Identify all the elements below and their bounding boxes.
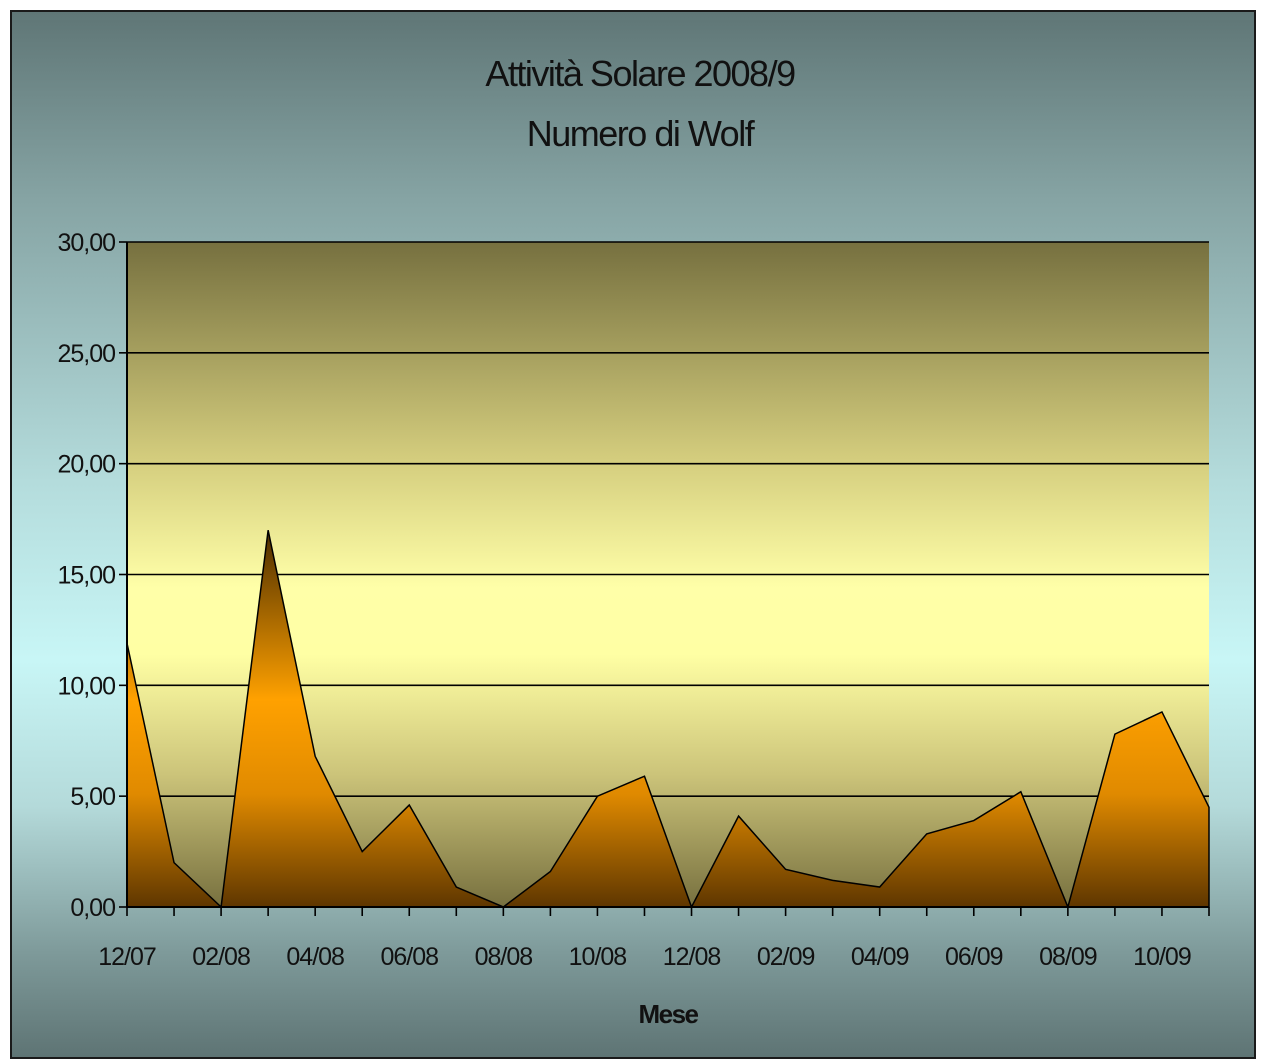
x-tick-label: 12/07 [98, 943, 156, 971]
x-tick-label: 08/08 [475, 943, 533, 971]
x-tick-label: 04/09 [851, 943, 909, 971]
y-tick-label: 0,00 [70, 894, 115, 922]
x-tick-label: 10/09 [1133, 943, 1191, 971]
y-tick-label: 5,00 [70, 783, 115, 811]
y-tick-label: 25,00 [57, 340, 115, 368]
chart-subtitle: Numero di Wolf [527, 113, 756, 154]
x-tick-label: 06/08 [380, 943, 438, 971]
x-tick-label: 02/08 [192, 943, 250, 971]
y-tick-label: 20,00 [57, 451, 115, 479]
chart-title: Attività Solare 2008/9 [485, 53, 795, 94]
y-tick-label: 30,00 [57, 229, 115, 257]
gridlines [127, 241, 1209, 797]
y-tick-label: 10,00 [57, 672, 115, 700]
x-axis-ticks: 12/07 02/08 04/08 06/08 08/08 10/08 12/08 02/09… [98, 907, 1210, 971]
y-axis-ticks: 0,00 5,00 10,00 15,00 20,00 25,00 30,00 [57, 229, 127, 922]
x-tick-label: 12/08 [663, 943, 721, 971]
x-axis-title: Mese [638, 999, 698, 1029]
x-tick-label: 06/09 [945, 943, 1003, 971]
x-tick-label: 10/08 [569, 943, 627, 971]
x-tick-label: 04/08 [286, 943, 344, 971]
y-tick-label: 15,00 [57, 562, 115, 590]
x-tick-label: 08/09 [1039, 943, 1097, 971]
x-tick-label: 02/09 [757, 943, 815, 971]
